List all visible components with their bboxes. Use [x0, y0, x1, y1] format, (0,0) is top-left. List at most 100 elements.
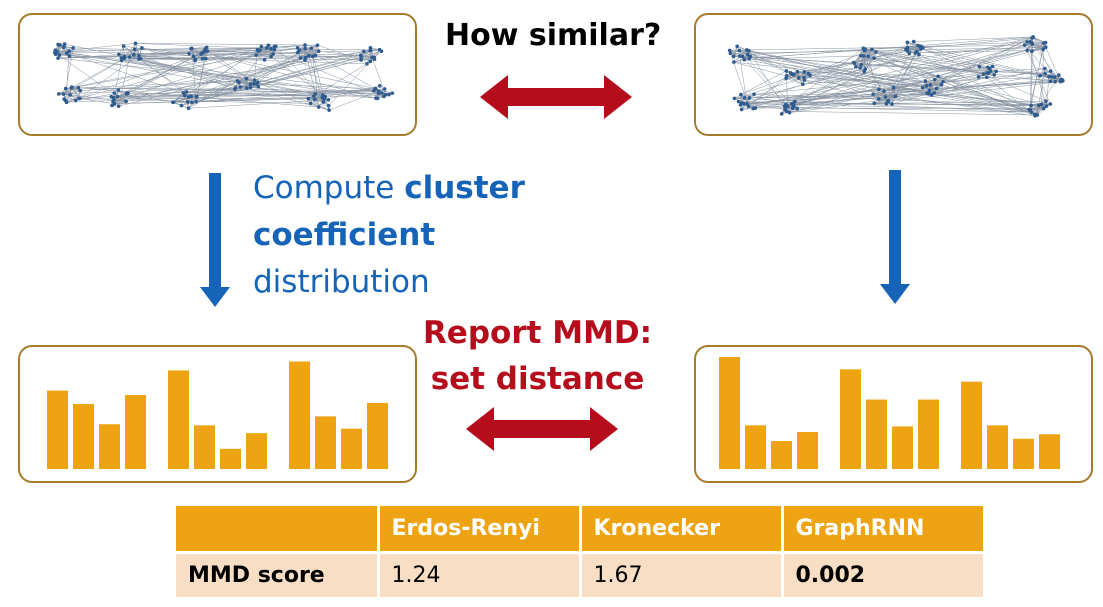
reference-graph-edge	[126, 59, 196, 94]
generated-graph-edge	[742, 56, 788, 107]
generated-graph-node	[1038, 73, 1042, 78]
generated-graph-edge	[785, 89, 879, 105]
generated-graph-node	[893, 94, 898, 99]
reference-graph-node	[179, 103, 184, 108]
reference-graph-edge	[58, 87, 79, 95]
reference-graph-edge	[55, 49, 323, 96]
reference-graph-node	[269, 47, 273, 51]
generated-graph-edge	[874, 81, 1061, 104]
generated-graph-node	[925, 91, 929, 95]
generated-graph-edge	[733, 56, 751, 63]
reference-graph-node	[184, 90, 189, 94]
generated-graph-node	[854, 65, 858, 69]
reference-graph-edge	[264, 49, 275, 61]
reference-graph-node	[248, 82, 253, 87]
reference-graph-node	[368, 59, 373, 64]
reference-graph-edge	[310, 103, 329, 106]
generated-graph-edge	[781, 72, 988, 115]
generated-graph-edge	[861, 51, 877, 65]
generated-graph-edge	[785, 48, 864, 108]
generated-graph-edge	[740, 70, 787, 95]
table-row: MMD score 1.24 1.67 0.002	[176, 552, 986, 600]
reference-graph-node	[132, 47, 137, 52]
reference-graph-node	[303, 43, 307, 47]
generated-graph-node	[795, 69, 800, 74]
reference-graph-edge	[313, 59, 375, 97]
reference-graph-edge	[63, 60, 122, 95]
reference-graph-node	[140, 46, 144, 50]
generated-graph-node	[992, 73, 997, 77]
generated-graph-edge	[1029, 43, 1033, 110]
generated-graph-edge	[864, 57, 875, 70]
reference-graph-node	[112, 91, 117, 95]
generated-graph-node	[732, 96, 737, 101]
reference-graph-node	[295, 46, 300, 50]
reference-graph-node	[372, 55, 377, 60]
reference-graph-edge	[69, 55, 362, 61]
reference-graph-edge	[299, 44, 318, 51]
reference-graph-node	[238, 85, 243, 89]
generated-histograms	[719, 357, 1060, 469]
reference-graph-edge	[129, 56, 330, 111]
reference-graph-node	[67, 54, 72, 58]
generated-graph-edge	[730, 47, 1046, 54]
reference-graph-node	[67, 49, 72, 53]
reference-graph-node	[181, 90, 186, 95]
generated-graph-node	[784, 69, 789, 73]
generated-graph-node	[994, 69, 999, 74]
generated-graph-edge	[789, 93, 929, 113]
generated-graph-node	[1035, 113, 1040, 117]
generated-graph-node	[917, 52, 921, 57]
generated-graph-node	[929, 92, 934, 97]
reference-graph-node	[116, 104, 121, 109]
reference-graph-edge	[361, 56, 373, 61]
reference-graph-edge	[113, 96, 197, 98]
reference-graph-node	[57, 92, 61, 96]
generated-graph-edge	[926, 92, 1032, 113]
reference-graph-edge	[305, 48, 319, 52]
generated-graph-edge	[895, 96, 1036, 117]
reference-graph-edge	[188, 99, 329, 109]
reference-graph-edge	[135, 43, 272, 50]
reference-graph-node	[248, 85, 253, 90]
reference-graph-node	[189, 94, 193, 99]
reference-graph-edge	[112, 49, 275, 102]
reference-graph-node	[194, 99, 198, 104]
generated-graph-node	[735, 44, 739, 49]
generated-graph-node	[1043, 71, 1047, 76]
reference-graph-edges	[54, 43, 393, 111]
generated-histogram-2-bar-3	[892, 426, 913, 469]
reference-graph-node	[326, 103, 331, 108]
generated-histogram-2-bar-4	[918, 399, 939, 469]
reference-graph-node	[110, 103, 114, 108]
generated-graph-node	[919, 44, 923, 49]
reference-graph-edge	[256, 54, 272, 57]
generated-graph-node	[808, 73, 812, 78]
generated-graph-edge	[746, 49, 1030, 110]
reference-graph-node	[377, 83, 382, 88]
generated-graph-node	[792, 72, 796, 77]
generated-graph-edge	[854, 48, 864, 64]
reference-graph-edge	[117, 50, 205, 97]
reference-histogram-3-bar-2	[315, 416, 336, 469]
generated-graph-node	[802, 70, 807, 74]
reference-graph-edge	[113, 97, 127, 102]
reference-graph-node	[259, 44, 264, 49]
generated-graph-node	[737, 48, 742, 53]
reference-graph-node	[368, 45, 373, 50]
generated-graph-node	[1030, 49, 1034, 53]
generated-histogram-3-bar-4	[1039, 434, 1060, 469]
generated-graph-node	[872, 56, 876, 60]
reference-graph-node	[316, 49, 321, 54]
generated-graph-node	[905, 49, 910, 53]
generated-graph-edge	[875, 51, 939, 77]
generated-graph-edge	[1044, 68, 1053, 77]
reference-graph-node	[308, 101, 313, 106]
reference-graph-node	[116, 88, 121, 92]
generated-graph-edge	[1040, 75, 1061, 82]
generated-graph-edge	[863, 55, 886, 98]
generated-graph-node	[884, 102, 889, 106]
generated-graph-edge	[874, 103, 892, 105]
generated-graph-node	[1058, 79, 1063, 84]
reference-graph-node	[186, 100, 190, 104]
